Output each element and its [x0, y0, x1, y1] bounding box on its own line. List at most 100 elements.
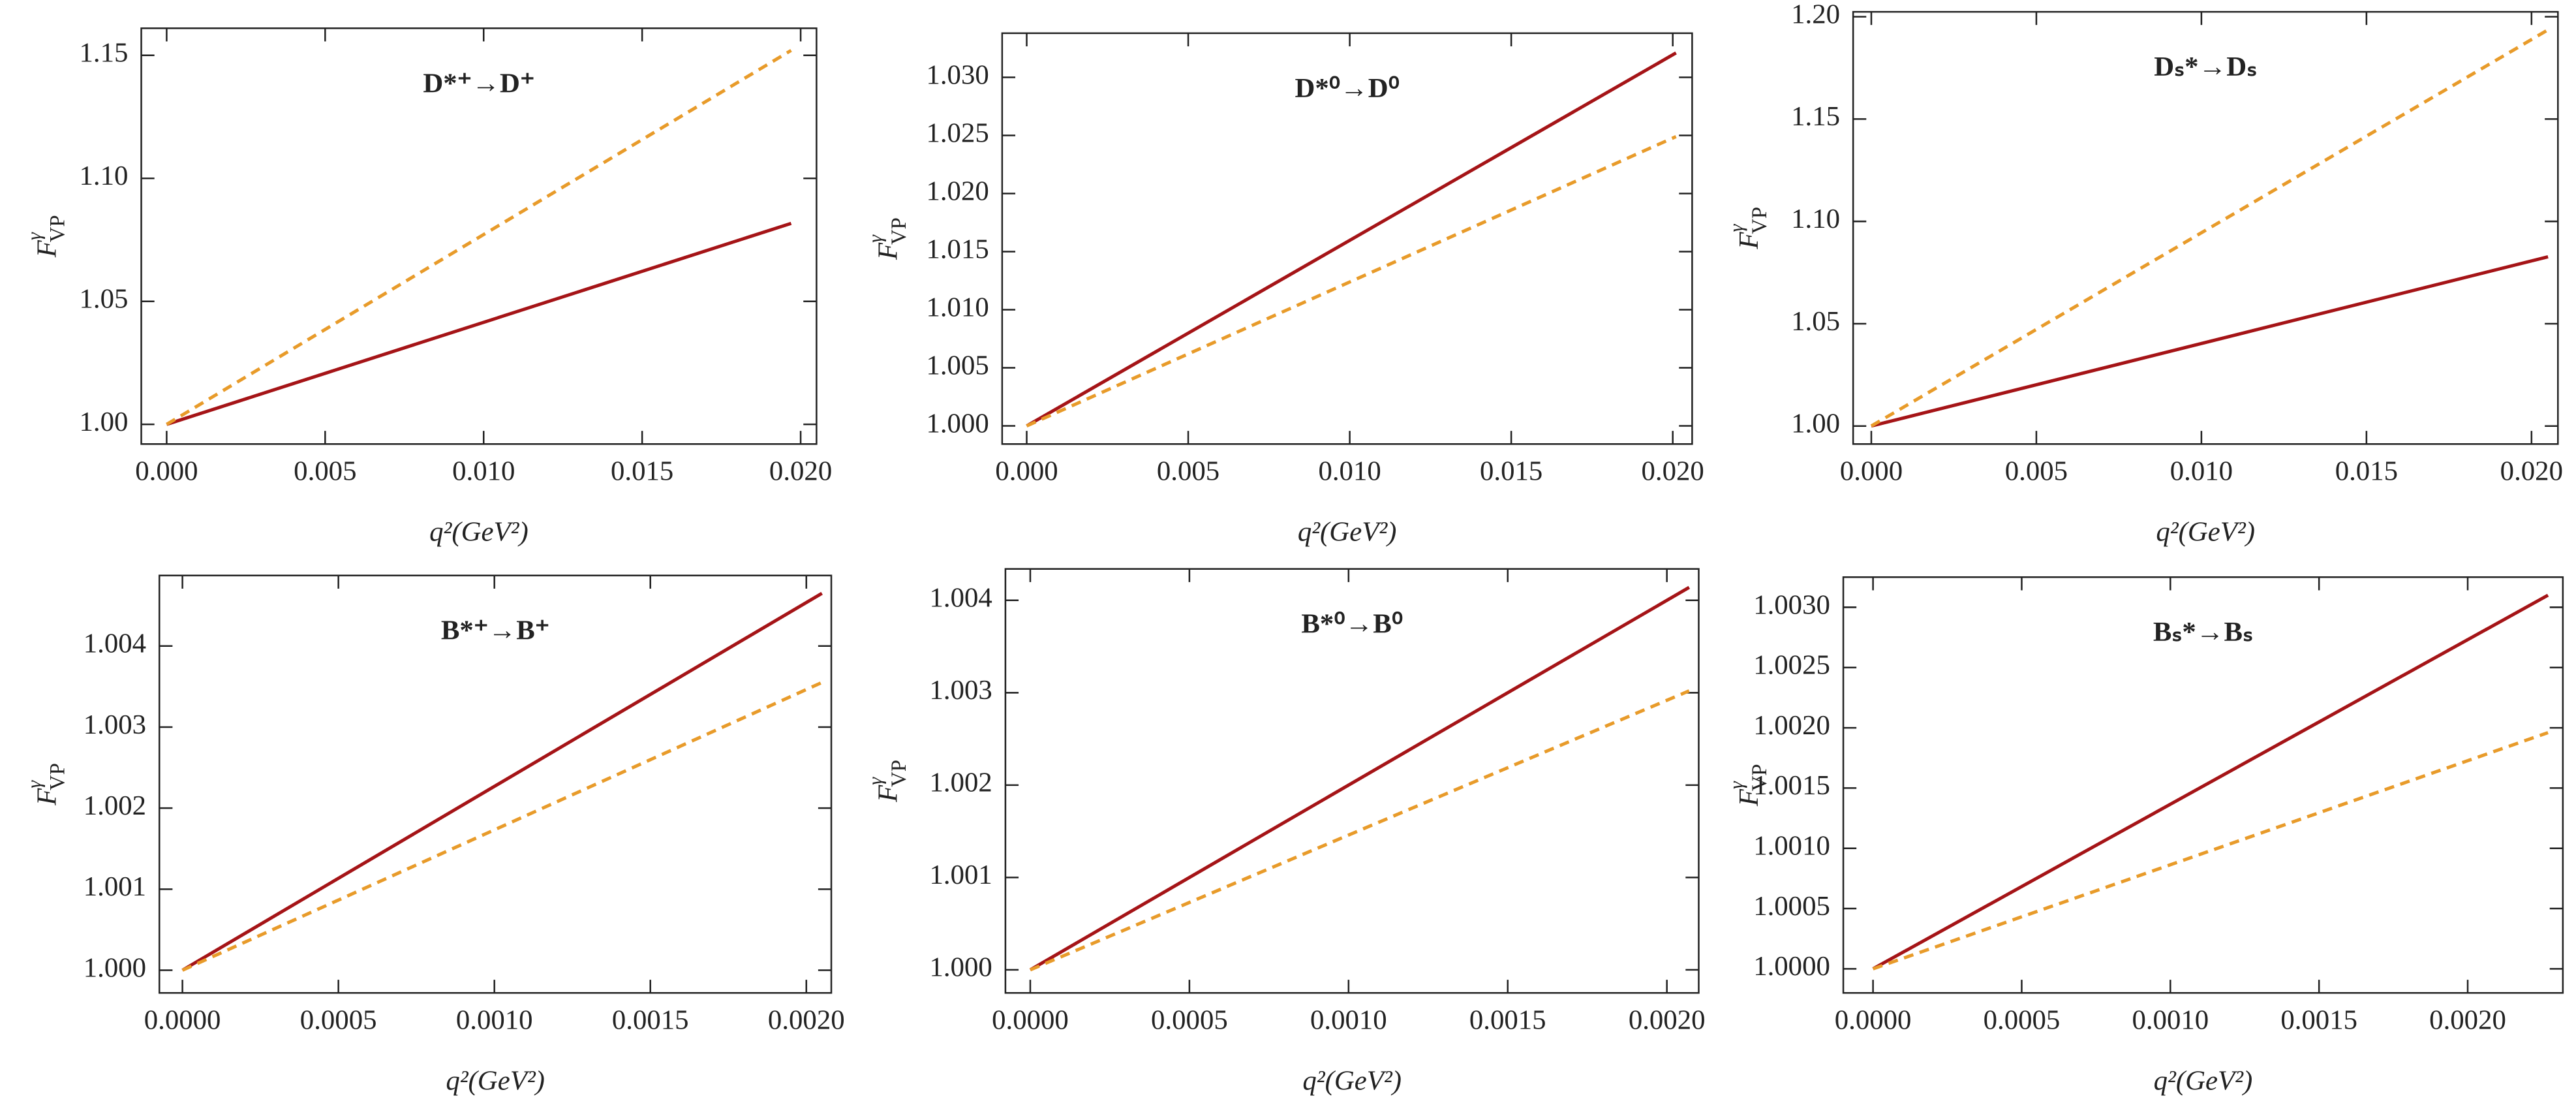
- y-tick-label: 1.010: [926, 292, 989, 322]
- x-tick-label: 0.020: [769, 456, 832, 486]
- y-tick-label: 1.002: [84, 790, 146, 821]
- y-tick-label: 1.0030: [1753, 589, 1830, 620]
- x-tick-label: 0.0015: [612, 1004, 689, 1035]
- y-tick-label: 1.015: [926, 234, 989, 264]
- y-label-base: F: [1734, 232, 1764, 250]
- x-tick-label: 0.0005: [1151, 1004, 1228, 1035]
- y-label-sup: γ: [23, 232, 45, 240]
- series-line: [1871, 255, 2549, 428]
- series-line: [1026, 134, 1677, 428]
- plot-frame: [1004, 568, 1700, 994]
- y-label-sub: VP: [887, 760, 910, 787]
- y-tick-label: 1.0005: [1753, 891, 1830, 922]
- x-axis-label: q²(GeV²): [1302, 1066, 1402, 1097]
- x-axis-label: q²(GeV²): [1298, 517, 1397, 548]
- y-tick-label: 1.005: [926, 350, 989, 381]
- y-axis-label: FγVP: [23, 763, 69, 806]
- y-tick-label: 1.000: [929, 952, 992, 983]
- plot-frame: [1001, 32, 1693, 445]
- series-line: [1872, 731, 2549, 971]
- y-tick-label: 1.00: [1791, 409, 1840, 439]
- x-tick-label: 0.000: [995, 456, 1058, 486]
- y-tick-label: 1.003: [929, 675, 992, 706]
- series-line: [181, 681, 823, 972]
- chart-title: D*⁰→D⁰: [1295, 73, 1399, 104]
- y-label-base: F: [31, 788, 62, 806]
- x-tick-label: 0.010: [2170, 456, 2233, 486]
- x-tick-label: 0.005: [294, 456, 356, 486]
- y-label-base: F: [31, 240, 62, 258]
- panel: 0.000 0.005 0.010 0.015 0.020 1.00 1.05 1.10 1.1…: [23, 27, 832, 548]
- plot-frame: [1852, 10, 2559, 445]
- x-tick-label: 0.000: [1840, 456, 1903, 486]
- y-tick-label: 1.05: [1791, 306, 1840, 337]
- chart-title: B*⁰→B⁰: [1301, 609, 1403, 640]
- y-label-base: F: [873, 242, 904, 260]
- y-label-sub: VP: [1748, 207, 1771, 234]
- y-tick-label: 1.0015: [1753, 770, 1830, 801]
- x-tick-label: 0.0005: [300, 1004, 377, 1035]
- y-tick-label: 1.10: [79, 161, 128, 191]
- x-axis-label: q²(GeV²): [2156, 517, 2255, 548]
- x-axis-label: q²(GeV²): [2154, 1066, 2253, 1097]
- x-tick-label: 0.0010: [2132, 1004, 2209, 1035]
- y-tick-label: 1.20: [1791, 0, 1840, 29]
- y-axis-label: FγVP: [23, 215, 69, 258]
- y-tick-label: 1.0010: [1753, 831, 1830, 862]
- y-tick-label: 1.001: [84, 871, 146, 902]
- y-tick-label: 1.025: [926, 117, 989, 148]
- x-axis-label: q²(GeV²): [429, 517, 529, 548]
- y-label-sup: γ: [864, 777, 886, 785]
- x-tick-label: 0.0005: [1984, 1004, 2061, 1035]
- y-label-sub: VP: [887, 217, 910, 245]
- x-tick-label: 0.010: [452, 456, 515, 486]
- x-tick-label: 0.005: [1157, 456, 1219, 486]
- chart-title: B*⁺→B⁺: [441, 615, 549, 646]
- y-label-sup: γ: [23, 780, 45, 788]
- chart-title: D*⁺→D⁺: [423, 68, 534, 99]
- series-line: [1870, 28, 2549, 428]
- y-tick-label: 1.10: [1791, 204, 1840, 234]
- y-label-sup: γ: [1725, 223, 1747, 232]
- series-line: [166, 221, 792, 426]
- series-line: [1026, 51, 1677, 428]
- y-tick-label: 1.0020: [1753, 710, 1830, 741]
- y-tick-label: 1.0000: [1753, 951, 1830, 982]
- x-tick-label: 0.015: [2335, 456, 2398, 486]
- y-tick-label: 1.002: [929, 768, 992, 798]
- x-tick-label: 0.0010: [456, 1004, 533, 1035]
- panel: 0.0000 0.0005 0.0010 0.0015 0.0020 1.0000 1.00…: [1725, 576, 2564, 1097]
- y-tick-label: 1.000: [84, 952, 146, 983]
- y-label-sub: VP: [1748, 764, 1771, 791]
- x-tick-label: 0.0020: [2429, 1004, 2506, 1035]
- y-tick-label: 1.15: [1791, 101, 1840, 132]
- series-line: [181, 591, 823, 972]
- y-axis-label: FγVP: [1725, 764, 1771, 807]
- y-label-sup: γ: [864, 234, 886, 243]
- x-tick-label: 0.0020: [1629, 1004, 1706, 1035]
- y-label-base: F: [1734, 788, 1764, 807]
- series-line: [1029, 585, 1691, 972]
- y-tick-label: 1.05: [79, 284, 128, 315]
- y-tick-label: 1.0025: [1753, 650, 1830, 681]
- plot-frame: [140, 27, 818, 445]
- series-line: [166, 49, 792, 426]
- y-label-base: F: [873, 785, 904, 803]
- y-label-sub: VP: [46, 763, 69, 790]
- y-axis-label: FγVP: [1725, 207, 1771, 250]
- series-line: [1029, 689, 1690, 972]
- x-axis-label: q²(GeV²): [446, 1066, 545, 1097]
- y-tick-label: 1.004: [929, 583, 992, 614]
- panel: 0.000 0.005 0.010 0.015 0.020 1.00 1.05 1.10 1.1…: [1725, 0, 2563, 548]
- x-tick-label: 0.015: [1480, 456, 1542, 486]
- y-tick-label: 1.00: [79, 407, 128, 437]
- y-tick-label: 1.000: [926, 408, 989, 439]
- x-tick-label: 0.0010: [1310, 1004, 1387, 1035]
- panel: 0.0000 0.0005 0.0010 0.0015 0.0020 1.000 1.001…: [864, 568, 1706, 1097]
- chart-title: Dₛ*→Dₛ: [2154, 52, 2257, 82]
- x-tick-label: 0.000: [135, 456, 198, 486]
- y-tick-label: 1.030: [926, 59, 989, 90]
- x-tick-label: 0.010: [1318, 456, 1381, 486]
